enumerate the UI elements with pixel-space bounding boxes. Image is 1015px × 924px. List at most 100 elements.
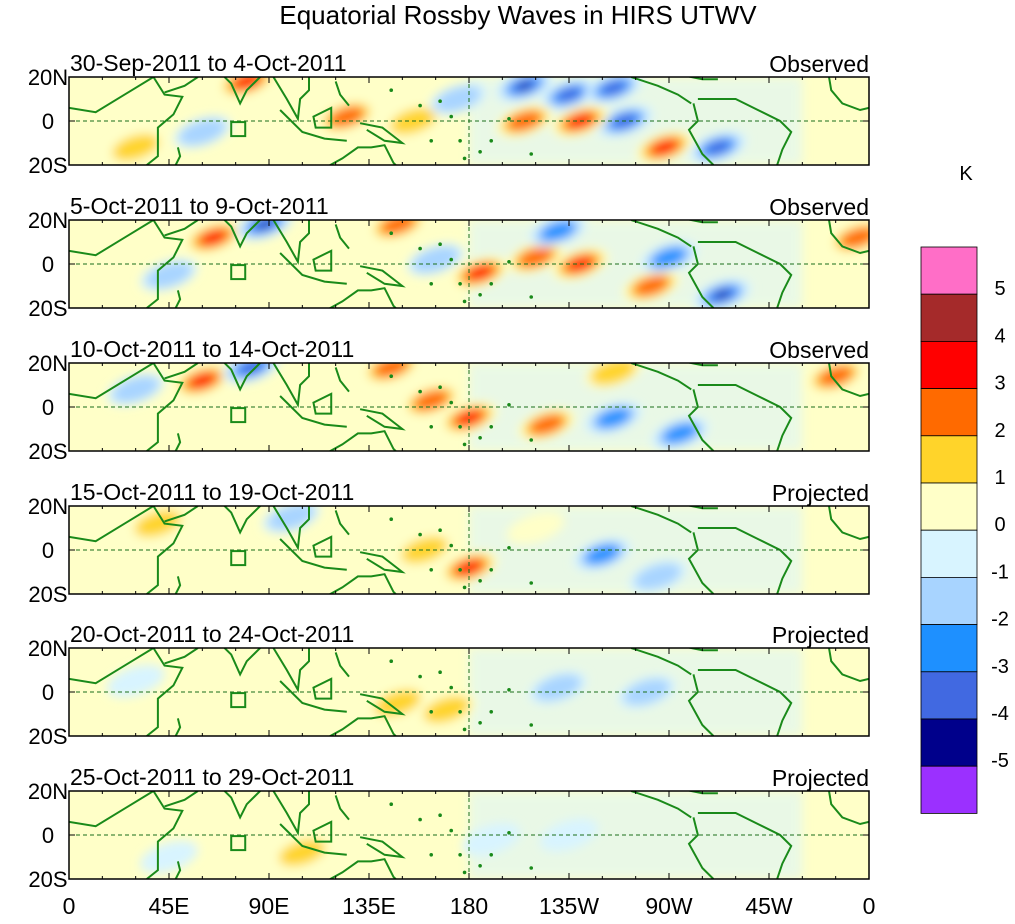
map-panel: 20N 0 20S 20-Oct-2011 to 24-Oct-2011 Project… <box>28 621 870 749</box>
anomaly-blob <box>517 408 576 441</box>
anomaly-blob <box>462 823 521 856</box>
longitude-label: 45W <box>745 893 793 919</box>
anomaly-blob <box>529 671 587 704</box>
anomaly-blob <box>217 77 276 98</box>
latitude-label: 20N <box>28 494 68 519</box>
anomaly-blob <box>317 100 376 133</box>
panel-date-label: 25-Oct-2011 to 29-Oct-2011 <box>70 764 354 790</box>
panel-type-label: Observed <box>769 51 869 77</box>
reference-box <box>230 407 247 424</box>
anomaly-blob <box>622 269 681 303</box>
reference-box <box>230 550 247 567</box>
anomaly-field <box>140 220 869 308</box>
panel-type-label: Projected <box>772 622 869 648</box>
reference-box <box>230 264 247 281</box>
panel-type-label: Projected <box>772 765 869 791</box>
colorbar-tick-label: 3 <box>994 373 1005 395</box>
anomaly-blob <box>584 77 643 105</box>
anomaly-blob <box>140 840 198 874</box>
latitude-label: 20S <box>28 867 67 892</box>
colorbar-tick-label: 4 <box>994 325 1005 347</box>
map-panel: 20N 0 20S 25-Oct-2011 to 29-Oct-2011 Project… <box>28 764 870 892</box>
anomaly-blob <box>451 256 509 290</box>
anomaly-blob <box>402 384 461 417</box>
latitude-label: 20N <box>28 351 68 376</box>
anomaly-blob <box>229 551 287 584</box>
reference-box <box>230 121 247 138</box>
anomaly-blob <box>395 533 454 567</box>
latitude-label: 20N <box>28 636 68 661</box>
colorbar-swatch <box>920 577 978 626</box>
latitude-label: 20N <box>28 208 68 233</box>
colorbar-swatch <box>920 671 978 720</box>
colorbar-tick-label: 1 <box>994 467 1005 489</box>
colorbar-tick-label: 5 <box>994 278 1005 300</box>
latitude-label: 0 <box>42 252 54 277</box>
anomaly-field <box>129 506 803 594</box>
latitude-label: 0 <box>42 823 54 848</box>
colorbar-swatch <box>920 765 978 814</box>
colorbar-tick-label: 2 <box>994 420 1005 442</box>
anomaly-blob <box>629 560 687 593</box>
latitude-label: 20N <box>28 779 68 804</box>
latitude-label: 20N <box>28 65 68 90</box>
coastlines <box>69 791 869 879</box>
panel-type-label: Projected <box>772 480 869 506</box>
latitude-label: 0 <box>42 395 54 420</box>
latitude-label: 20S <box>28 296 67 321</box>
latitude-label: 20S <box>28 582 67 607</box>
anomaly-blob <box>173 115 232 149</box>
colorbar-swatch <box>920 293 978 342</box>
colorbar-tick-label: -4 <box>991 703 1009 725</box>
colorbar-swatch <box>920 388 978 437</box>
anomaly-blob <box>306 649 365 682</box>
panel-date-label: 15-Oct-2011 to 19-Oct-2011 <box>70 479 354 505</box>
longitude-label: 135E <box>342 893 396 919</box>
latitude-label: 20S <box>28 439 67 464</box>
anomaly-blob <box>635 131 694 164</box>
longitude-label: 180 <box>450 893 488 919</box>
colorbar-swatch <box>920 718 978 767</box>
anomaly-blob <box>362 363 421 384</box>
colorbar-swatch <box>920 482 978 531</box>
colorbar: K 5 4 3 2 1 0 -1 -2 -3 -4 -5 <box>920 163 1009 814</box>
latitude-label: 20S <box>28 724 67 749</box>
map-panel: 20N 0 20S 10-Oct-2011 to 14-Oct-2011 Observe… <box>28 336 870 464</box>
anomaly-blob <box>529 220 587 248</box>
anomaly-blob <box>540 78 598 111</box>
longitude-axis: 0 45E 90E 135E 180 135W 90W 45W 0 <box>63 893 876 919</box>
anomaly-blob <box>106 131 165 164</box>
reference-box <box>230 835 247 852</box>
latitude-label: 20S <box>28 153 67 178</box>
longitude-label: 0 <box>63 893 76 919</box>
colorbar-tick-label: 0 <box>994 514 1005 536</box>
anomaly-blob <box>106 664 165 698</box>
panel-date-label: 10-Oct-2011 to 14-Oct-2011 <box>70 336 354 362</box>
panel-date-label: 5-Oct-2011 to 9-Oct-2011 <box>70 193 329 219</box>
anomaly-blob <box>440 551 498 584</box>
coastlines <box>69 220 869 308</box>
map-panel: 20N 0 20S 15-Oct-2011 to 19-Oct-2011 Project… <box>28 479 870 607</box>
longitude-label: 135W <box>539 893 599 919</box>
latitude-label: 0 <box>42 538 54 563</box>
longitude-label: 0 <box>863 893 876 919</box>
anomaly-blob <box>417 693 476 726</box>
figure-title: Equatorial Rossby Waves in HIRS UTWV <box>279 0 757 30</box>
colorbar-swatch <box>920 529 978 578</box>
longitude-label: 90W <box>645 893 693 919</box>
anomaly-blob <box>235 220 294 241</box>
reference-box <box>230 692 247 709</box>
anomaly-blob <box>222 363 281 384</box>
coastlines <box>69 77 869 165</box>
panel-type-label: Observed <box>769 337 869 363</box>
map-panel: 20N 0 20S 30-Sep-2011 to 4-Oct-2011 Observed <box>28 50 870 178</box>
anomaly-blob <box>129 507 187 540</box>
longitude-label: 90E <box>249 893 290 919</box>
panel-type-label: Observed <box>769 194 869 220</box>
anomaly-blob <box>373 831 432 865</box>
colorbar-tick-label: -2 <box>991 609 1009 631</box>
anomaly-blob <box>406 243 465 276</box>
colorbar-swatch <box>920 624 978 673</box>
anomaly-blob <box>184 221 243 254</box>
